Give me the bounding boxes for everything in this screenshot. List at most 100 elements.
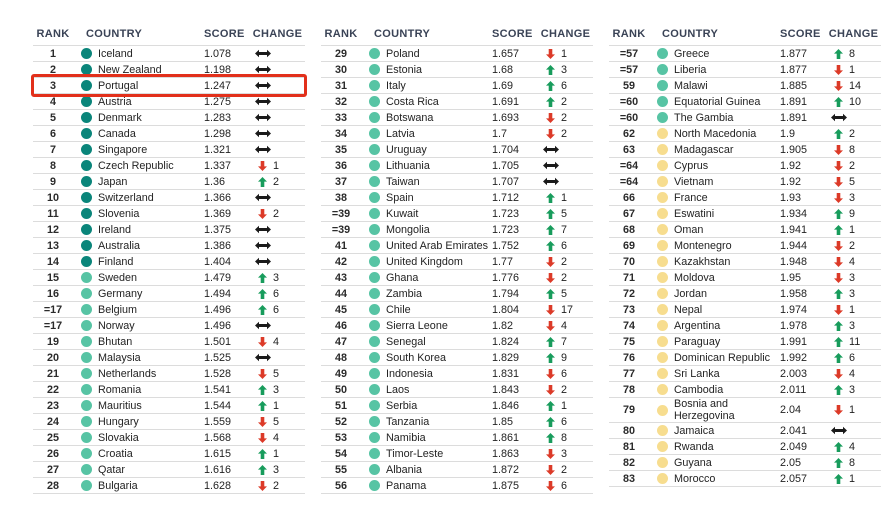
score-cell: 1.877 xyxy=(780,63,808,76)
change-up-icon xyxy=(830,384,847,395)
change-delta: 8 xyxy=(849,47,856,60)
score-cell: 1.559 xyxy=(204,415,232,428)
score-cell: 1.707 xyxy=(492,175,520,188)
score-cell: 1.958 xyxy=(780,287,808,300)
country-cell: Czech Republic xyxy=(73,160,204,172)
change-down-icon xyxy=(830,272,847,283)
rank-cell: =64 xyxy=(619,159,639,172)
change-delta: 1 xyxy=(273,447,280,460)
change-down-icon xyxy=(830,144,847,155)
rank-cell: 11 xyxy=(47,207,59,220)
rank-cell: 34 xyxy=(334,127,347,140)
country-cell: Estonia xyxy=(361,64,492,76)
peace-tier-dot-icon xyxy=(657,368,668,379)
change-cell: 8 xyxy=(826,48,881,60)
change-delta: 11 xyxy=(849,335,861,348)
change-delta: 3 xyxy=(561,63,568,76)
change-delta: 3 xyxy=(849,383,856,396)
table-row: 27 Qatar 1.616 3 xyxy=(33,462,305,478)
change-delta: 2 xyxy=(561,127,568,140)
table-row: 54 Timor-Leste 1.863 3 xyxy=(321,446,593,462)
country-name: Uruguay xyxy=(386,143,427,156)
score-cell: 1.846 xyxy=(492,399,520,412)
rank-cell: 52 xyxy=(334,415,347,428)
country-name: United Arab Emirates xyxy=(386,239,489,252)
rank-cell: 2 xyxy=(49,63,56,76)
score-cell: 1.628 xyxy=(204,479,232,492)
country-name: Austria xyxy=(98,95,132,108)
country-cell: Iceland xyxy=(73,48,204,60)
rank-cell: 31 xyxy=(334,79,347,92)
table-row: 63 Madagascar 1.905 8 xyxy=(609,142,881,158)
table-row: =17 Belgium 1.496 6 xyxy=(33,302,305,318)
change-cell: 4 xyxy=(826,441,881,453)
country-cell: Poland xyxy=(361,48,492,60)
change-down-icon xyxy=(830,256,847,267)
change-up-icon xyxy=(542,288,559,299)
change-cell: 2 xyxy=(538,272,593,284)
peace-tier-dot-icon xyxy=(81,400,92,411)
change-cell: 6 xyxy=(538,480,593,492)
change-same-icon xyxy=(254,65,271,74)
change-delta: 5 xyxy=(273,367,280,380)
table-row: 62 North Macedonia 1.9 2 xyxy=(609,126,881,142)
country-name: Denmark xyxy=(98,111,142,124)
rank-cell: 70 xyxy=(622,255,635,268)
score-cell: 1.752 xyxy=(492,239,520,252)
change-up-icon xyxy=(830,208,847,219)
table-row: 5 Denmark 1.283 xyxy=(33,110,305,126)
change-cell: 3 xyxy=(250,272,305,284)
country-name: Hungary xyxy=(98,415,139,428)
change-up-icon xyxy=(542,336,559,347)
country-cell: United Kingdom xyxy=(361,256,492,268)
score-cell: 1.885 xyxy=(780,79,808,92)
peace-tier-dot-icon xyxy=(369,400,380,411)
change-cell: 6 xyxy=(250,304,305,316)
peace-tier-dot-icon xyxy=(657,144,668,155)
country-cell: Croatia xyxy=(73,448,204,460)
score-cell: 1.496 xyxy=(204,303,232,316)
country-cell: Austria xyxy=(73,96,204,108)
change-delta: 8 xyxy=(561,431,568,444)
change-down-icon xyxy=(830,64,847,75)
country-cell: Italy xyxy=(361,80,492,92)
change-cell xyxy=(250,225,305,234)
table-row: 15 Sweden 1.479 3 xyxy=(33,270,305,286)
country-cell: Botswana xyxy=(361,112,492,124)
peace-tier-dot-icon xyxy=(81,144,92,155)
peace-tier-dot-icon xyxy=(657,404,668,416)
change-cell: 9 xyxy=(826,208,881,220)
table-row: 26 Croatia 1.615 1 xyxy=(33,446,305,462)
change-delta: 5 xyxy=(849,175,856,188)
country-name: United Kingdom xyxy=(386,255,463,268)
table-row: 21 Netherlands 1.528 5 xyxy=(33,366,305,382)
country-cell: The Gambia xyxy=(649,112,780,124)
rank-cell: 73 xyxy=(622,303,635,316)
table-row: 46 Sierra Leone 1.82 4 xyxy=(321,318,593,334)
rank-cell: 1 xyxy=(49,47,56,60)
peace-tier-dot-icon xyxy=(81,272,92,283)
peace-tier-dot-icon xyxy=(81,128,92,139)
table-row: 71 Moldova 1.95 3 xyxy=(609,270,881,286)
rank-cell: 56 xyxy=(334,479,347,492)
country-name: Qatar xyxy=(98,463,126,476)
table-row: 36 Lithuania 1.705 xyxy=(321,158,593,174)
score-cell: 1.386 xyxy=(204,239,232,252)
table-row: 29 Poland 1.657 1 xyxy=(321,46,593,62)
rank-cell: 24 xyxy=(46,415,59,428)
country-name: Ghana xyxy=(386,271,419,284)
country-name: Montenegro xyxy=(674,239,732,252)
table-row: =17 Norway 1.496 xyxy=(33,318,305,334)
country-cell: Canada xyxy=(73,128,204,140)
country-cell: Finland xyxy=(73,256,204,268)
change-same-icon xyxy=(254,113,271,122)
country-cell: Spain xyxy=(361,192,492,204)
change-up-icon xyxy=(830,96,847,107)
table-row: 33 Botswana 1.693 2 xyxy=(321,110,593,126)
table-row: 73 Nepal 1.974 1 xyxy=(609,302,881,318)
peace-tier-dot-icon xyxy=(369,416,380,427)
change-down-icon xyxy=(542,448,559,459)
change-cell xyxy=(250,257,305,266)
country-cell: Malawi xyxy=(649,80,780,92)
peace-tier-dot-icon xyxy=(657,473,668,484)
